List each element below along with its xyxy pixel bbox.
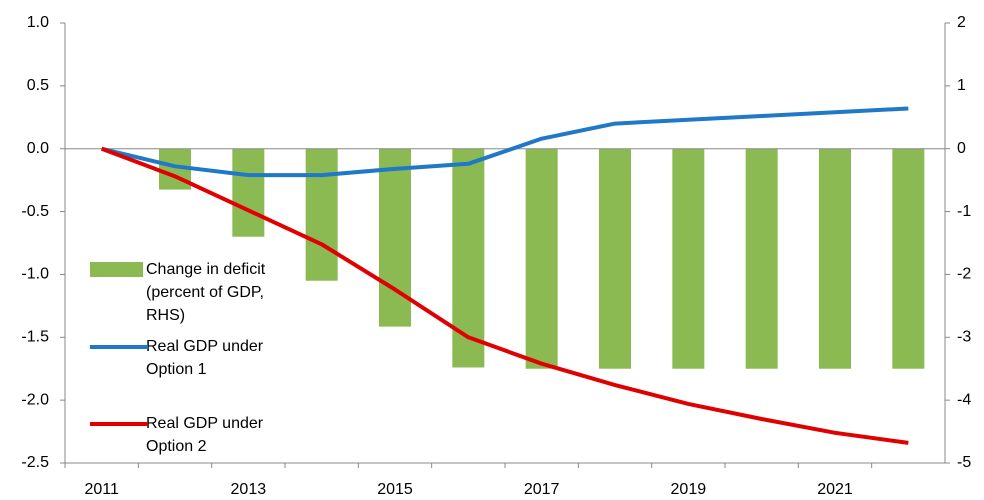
x-tick-label: 2017 xyxy=(524,481,560,498)
x-tick-label: 2019 xyxy=(671,481,707,498)
x-tick-label: 2013 xyxy=(231,481,267,498)
bar xyxy=(672,148,705,369)
line xyxy=(101,106,909,178)
y-tick-label: 1.0 xyxy=(27,14,49,31)
bar xyxy=(819,148,851,369)
y-tick-label: -0.5 xyxy=(21,203,49,220)
legend-entry: Change in deficit (percent of GDP, RHS) xyxy=(90,258,286,327)
bar xyxy=(599,148,631,369)
bar xyxy=(452,148,485,368)
y-tick-label: -2.0 xyxy=(21,391,49,408)
y2-tick-label: -2 xyxy=(957,266,971,283)
legend-entry: Real GDP under Option 1 xyxy=(90,335,286,381)
y-tick-label: -1.5 xyxy=(21,329,49,346)
y-tick-label: 0.5 xyxy=(27,77,49,94)
legend-entry: Real GDP under Option 2 xyxy=(90,412,286,458)
bar xyxy=(745,148,778,369)
y-tick-label: -1.0 xyxy=(21,266,49,283)
bar xyxy=(379,148,411,327)
legend-label: Real GDP under Option 1 xyxy=(146,338,264,378)
y2-tick-label: 0 xyxy=(957,140,966,157)
bar xyxy=(305,148,338,281)
legend-label: Real GDP under Option 2 xyxy=(146,415,264,455)
legend-swatch xyxy=(90,258,146,280)
y2-tick-label: 1 xyxy=(957,77,966,94)
legend-swatch xyxy=(90,412,148,434)
bar xyxy=(232,148,265,237)
legend-label: Change in deficit (percent of GDP, RHS) xyxy=(146,261,266,324)
y2-tick-label: -1 xyxy=(957,203,971,220)
x-tick-label: 2015 xyxy=(377,481,413,498)
bar xyxy=(892,148,925,369)
y2-tick-label: 2 xyxy=(957,14,966,31)
x-tick-label: 2011 xyxy=(84,481,119,498)
y2-tick-label: -4 xyxy=(957,391,971,408)
y2-tick-label: -5 xyxy=(957,454,971,471)
bar xyxy=(525,148,558,369)
line xyxy=(100,146,909,445)
y-tick-label: -2.5 xyxy=(21,454,49,471)
y2-tick-label: -3 xyxy=(957,329,971,346)
y-tick-label: 0.0 xyxy=(27,140,49,157)
x-tick-label: 2021 xyxy=(817,481,853,498)
legend-swatch xyxy=(90,335,148,357)
